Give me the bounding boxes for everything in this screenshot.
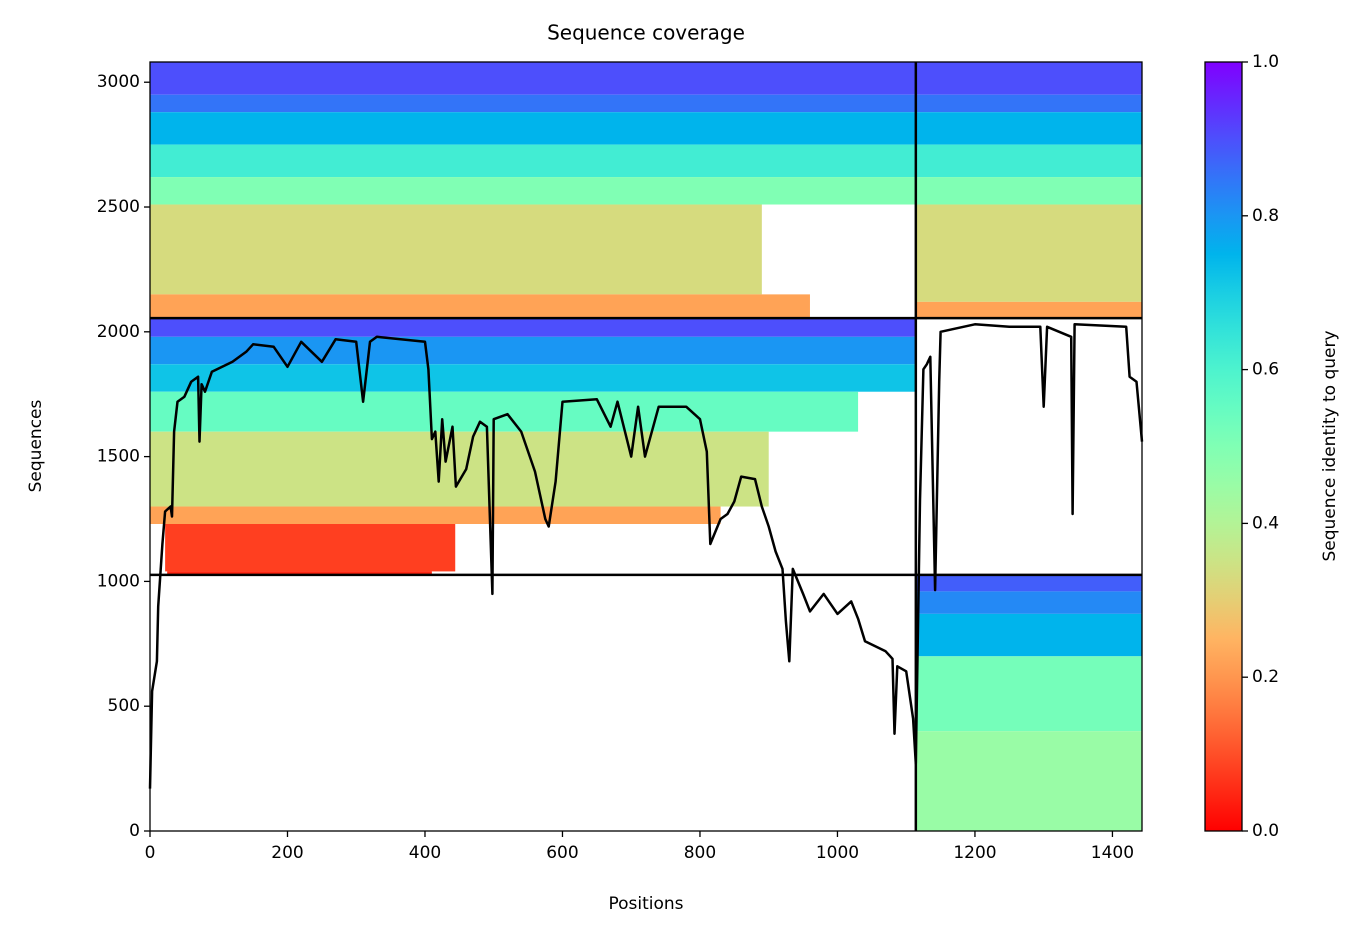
coverage-band <box>915 656 1142 732</box>
y-tick-label: 500 <box>108 696 140 716</box>
colorbar-tick-label: 0.0 <box>1252 821 1279 841</box>
x-tick-label: 1200 <box>953 843 996 863</box>
coverage-band <box>150 364 916 392</box>
colorbar-tick-label: 0.8 <box>1252 206 1279 226</box>
coverage-band <box>150 62 916 95</box>
coverage-band <box>915 62 1142 95</box>
colorbar-tick-label: 1.0 <box>1252 52 1279 72</box>
y-tick-label: 2500 <box>97 197 140 217</box>
x-tick-label: 1000 <box>816 843 859 863</box>
y-tick-label: 3000 <box>97 72 140 92</box>
coverage-band <box>150 318 916 337</box>
coverage-band <box>167 571 432 575</box>
coverage-band <box>150 144 916 178</box>
x-tick-label: 800 <box>684 843 716 863</box>
colorbar-label: Sequence identity to query <box>1320 330 1340 561</box>
y-tick-label: 1500 <box>97 447 140 467</box>
colorbar-tick-label: 0.4 <box>1252 513 1279 533</box>
coverage-band <box>150 204 762 295</box>
plot-frame <box>149 61 1143 832</box>
coverage-band <box>915 574 1142 592</box>
x-tick-label: 1400 <box>1091 843 1134 863</box>
coverage-band <box>915 94 1142 113</box>
coverage-band <box>915 301 1142 319</box>
coverage-band <box>150 336 916 365</box>
coverage-band <box>165 523 456 572</box>
coverage-band <box>150 431 769 507</box>
coverage-band <box>150 294 810 319</box>
x-tick-label: 600 <box>546 843 578 863</box>
y-tick-label: 1000 <box>97 571 140 591</box>
x-tick-label: 0 <box>145 843 156 863</box>
coverage-band <box>915 731 1142 831</box>
chart-title: Sequence coverage <box>547 21 745 45</box>
x-axis-label: Positions <box>608 894 683 914</box>
coverage-band <box>150 177 916 205</box>
coverage-band <box>915 204 1142 302</box>
x-tick-label: 400 <box>409 843 441 863</box>
coverage-band <box>915 144 1142 178</box>
coverage-band <box>150 391 859 432</box>
y-tick-label: 2000 <box>97 322 140 342</box>
colorbar-tick-label: 0.6 <box>1252 360 1279 380</box>
coverage-band <box>150 94 916 113</box>
x-tick-label: 200 <box>271 843 303 863</box>
colorbar <box>1204 61 1243 832</box>
coverage-band <box>915 613 1142 657</box>
coverage-band <box>150 112 916 145</box>
colorbar-tick-label: 0.2 <box>1252 667 1279 687</box>
coverage-line <box>148 323 1144 789</box>
y-axis-label: Sequences <box>26 400 46 493</box>
coverage-band <box>915 177 1142 205</box>
coverage-band <box>915 591 1142 614</box>
coverage-band <box>915 112 1142 145</box>
coverage-band <box>150 506 721 524</box>
y-tick-label: 0 <box>129 821 140 841</box>
